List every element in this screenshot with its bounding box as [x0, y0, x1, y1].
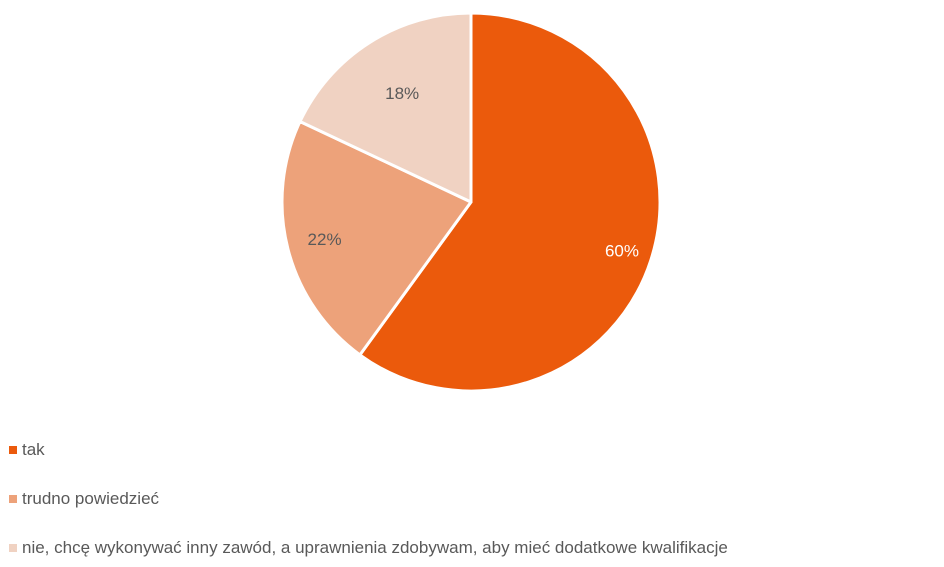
pie-slice-nie	[298, 11, 473, 204]
legend-label-trudno-powiedziec: trudno powiedzieć	[22, 489, 160, 508]
data-label-trudno-powiedziec: 22%	[308, 230, 342, 249]
pie-plot-area: 60% 22% 18%	[280, 11, 662, 393]
pie-slice-tak	[358, 11, 662, 393]
data-label-tak: 60%	[605, 242, 639, 261]
legend-item-trudno-powiedziec: trudno powiedzieć	[9, 487, 159, 511]
legend-swatch-tak	[9, 446, 17, 454]
legend-item-nie: nie, chcę wykonywać inny zawód, a uprawn…	[9, 536, 728, 560]
legend-item-tak: tak	[9, 438, 45, 462]
legend-label-nie: nie, chcę wykonywać inny zawód, a uprawn…	[22, 538, 728, 557]
legend-swatch-trudno-powiedziec	[9, 495, 17, 503]
legend-label-tak: tak	[22, 440, 45, 459]
data-label-nie: 18%	[385, 84, 419, 103]
legend-swatch-nie	[9, 544, 17, 552]
